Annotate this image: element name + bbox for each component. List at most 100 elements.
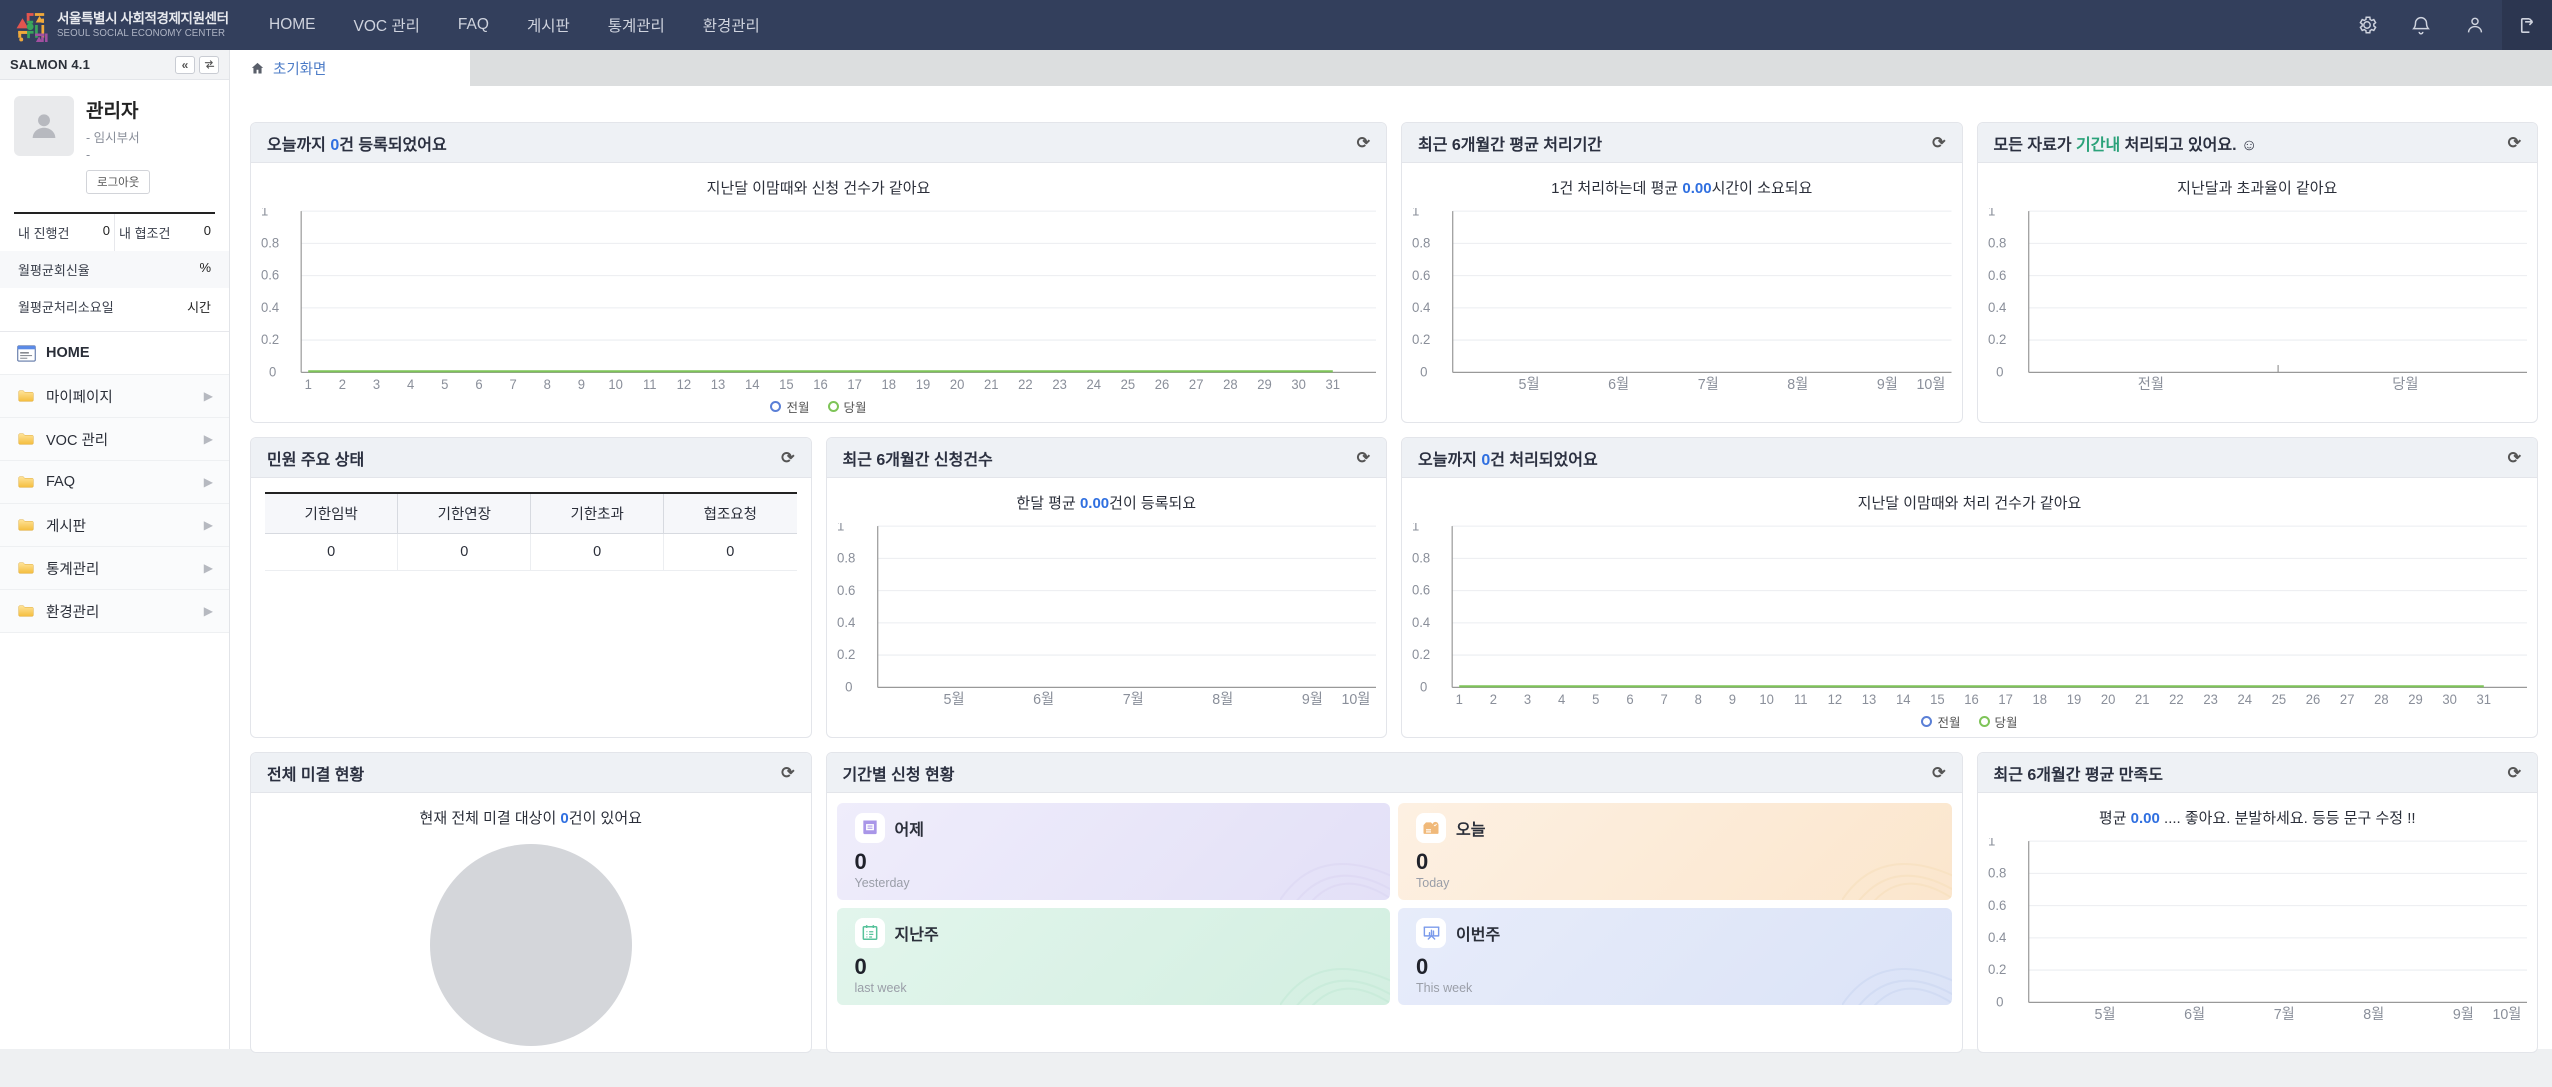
svg-text:10월: 10월 [1916,376,1945,390]
svg-text:9: 9 [578,377,585,390]
svg-text:14: 14 [1896,692,1911,705]
svg-text:1: 1 [261,208,268,218]
svg-text:0.4: 0.4 [837,615,856,630]
svg-text:2: 2 [1490,692,1497,705]
svg-text:1: 1 [1412,523,1419,533]
svg-text:0.4: 0.4 [1412,615,1430,630]
svg-text:9월: 9월 [1877,376,1898,390]
svg-text:5월: 5월 [2094,1006,2115,1020]
svg-text:당월: 당월 [2392,376,2418,390]
svg-text:18: 18 [2033,692,2048,705]
svg-text:9월: 9월 [1301,691,1322,705]
svg-text:5: 5 [1592,692,1599,705]
svg-text:6: 6 [475,377,482,390]
svg-text:13: 13 [711,377,726,390]
svg-text:27: 27 [1189,377,1204,390]
svg-text:7월: 7월 [2273,1006,2294,1020]
svg-text:0.4: 0.4 [261,300,279,315]
svg-text:7: 7 [510,377,517,390]
svg-text:1: 1 [1988,208,1995,218]
svg-text:1: 1 [305,377,312,390]
svg-text:15: 15 [779,377,794,390]
svg-text:0.6: 0.6 [1412,268,1430,283]
svg-text:30: 30 [1291,377,1306,390]
svg-text:0.8: 0.8 [1412,550,1430,565]
svg-text:8: 8 [544,377,551,390]
svg-text:0: 0 [269,364,276,379]
svg-text:25: 25 [2272,692,2287,705]
svg-text:28: 28 [2374,692,2389,705]
svg-text:4: 4 [1558,692,1565,705]
svg-text:0.8: 0.8 [261,235,279,250]
svg-text:7: 7 [1661,692,1668,705]
svg-text:17: 17 [1998,692,2013,705]
svg-text:0.8: 0.8 [1412,235,1430,250]
svg-text:23: 23 [1052,377,1067,390]
svg-text:17: 17 [847,377,862,390]
svg-text:7월: 7월 [1698,376,1719,390]
svg-text:23: 23 [2203,692,2218,705]
svg-text:3: 3 [373,377,380,390]
svg-text:25: 25 [1121,377,1136,390]
svg-text:27: 27 [2340,692,2355,705]
svg-text:31: 31 [2477,692,2492,705]
svg-text:10: 10 [608,377,623,390]
svg-text:1: 1 [1412,208,1419,218]
svg-text:0: 0 [1996,994,2003,1009]
svg-text:22: 22 [2169,692,2184,705]
svg-text:0.2: 0.2 [1412,332,1430,347]
svg-text:0.6: 0.6 [1988,268,2006,283]
svg-text:20: 20 [2101,692,2116,705]
svg-text:5월: 5월 [1519,376,1540,390]
svg-text:10월: 10월 [1341,691,1370,705]
svg-text:0.8: 0.8 [1988,235,2006,250]
svg-text:12: 12 [1828,692,1843,705]
svg-text:0.6: 0.6 [1412,583,1430,598]
svg-text:5월: 5월 [943,691,964,705]
svg-text:6: 6 [1626,692,1633,705]
svg-text:26: 26 [1155,377,1170,390]
svg-text:22: 22 [1018,377,1033,390]
svg-text:2: 2 [339,377,346,390]
svg-text:28: 28 [1223,377,1238,390]
svg-text:26: 26 [2306,692,2321,705]
svg-text:전월: 전월 [2137,376,2163,390]
svg-text:8월: 8월 [1212,691,1233,705]
svg-text:0.2: 0.2 [837,647,855,662]
svg-text:6월: 6월 [1608,376,1629,390]
svg-text:21: 21 [984,377,999,390]
svg-text:0.4: 0.4 [1988,930,2007,945]
svg-text:1: 1 [1456,692,1463,705]
svg-text:31: 31 [1326,377,1341,390]
svg-text:0: 0 [845,679,852,694]
svg-text:0.6: 0.6 [1988,898,2006,913]
svg-text:0.8: 0.8 [1988,865,2006,880]
svg-text:19: 19 [916,377,931,390]
svg-text:10: 10 [1759,692,1774,705]
svg-text:16: 16 [1964,692,1979,705]
svg-text:0.2: 0.2 [1988,962,2006,977]
svg-text:8: 8 [1695,692,1702,705]
svg-text:11: 11 [643,377,657,390]
svg-text:14: 14 [745,377,760,390]
svg-text:0.8: 0.8 [837,550,855,565]
svg-text:10월: 10월 [2492,1006,2521,1020]
svg-text:9월: 9월 [2452,1006,2473,1020]
svg-text:0.4: 0.4 [1988,300,2007,315]
svg-text:13: 13 [1862,692,1877,705]
svg-text:8월: 8월 [1787,376,1808,390]
svg-text:24: 24 [1086,377,1101,390]
svg-text:24: 24 [2237,692,2252,705]
svg-text:0: 0 [1420,679,1427,694]
svg-text:0.6: 0.6 [261,268,279,283]
svg-text:0.2: 0.2 [261,332,279,347]
svg-text:6월: 6월 [1033,691,1054,705]
svg-text:5: 5 [441,377,448,390]
svg-text:0.2: 0.2 [1412,647,1430,662]
svg-text:4: 4 [407,377,414,390]
svg-text:3: 3 [1524,692,1531,705]
svg-text:0.6: 0.6 [837,583,855,598]
svg-text:16: 16 [813,377,828,390]
svg-text:29: 29 [1257,377,1272,390]
svg-text:9: 9 [1729,692,1736,705]
